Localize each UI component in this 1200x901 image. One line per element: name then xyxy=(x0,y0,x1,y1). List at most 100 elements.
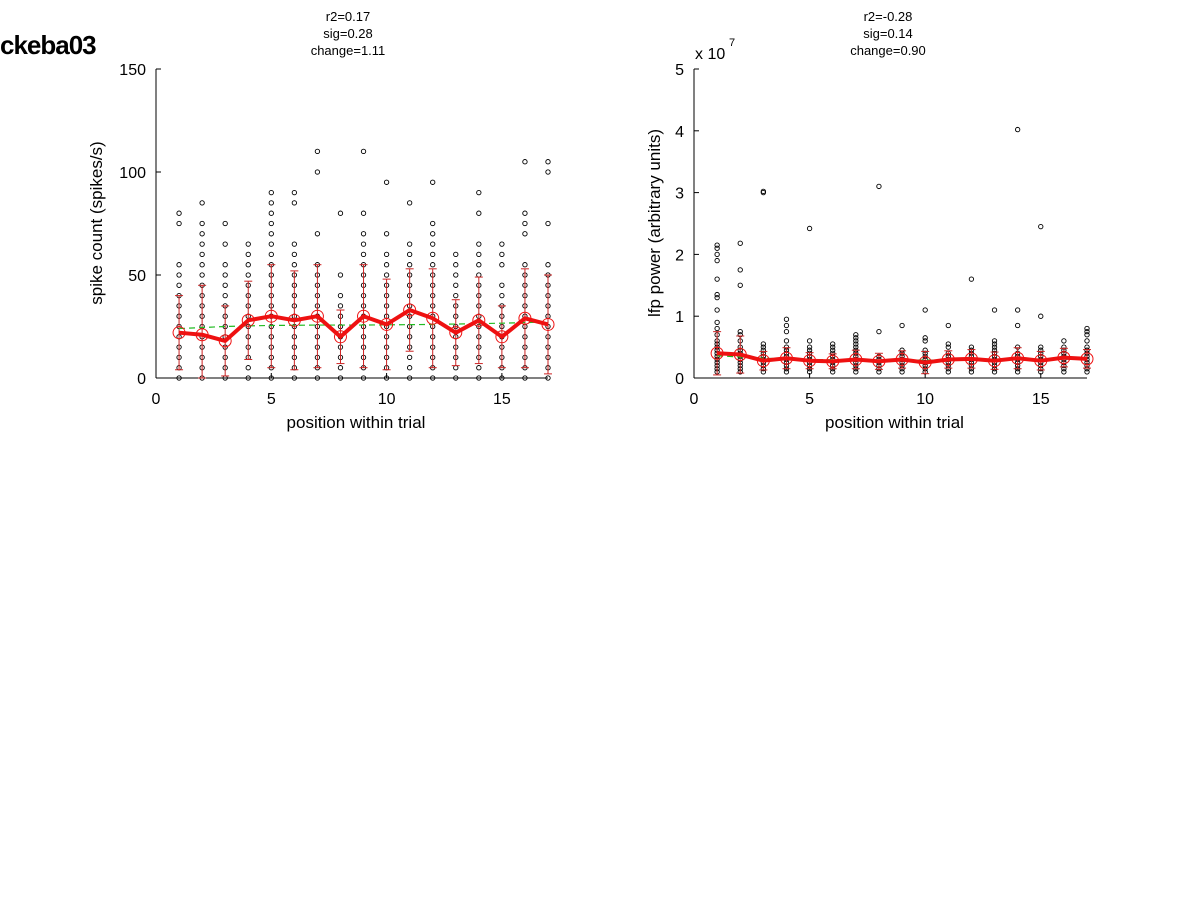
lfp-power-chart: 0 5 10 15 0 1 2 3 4 5 position within trial lfp pow… xyxy=(645,9,1094,432)
mean-line xyxy=(717,351,1088,365)
data-point xyxy=(499,375,505,381)
x-tick-label: 10 xyxy=(378,391,396,408)
data-point xyxy=(222,272,228,278)
y-tick-label: 50 xyxy=(128,268,146,285)
data-point xyxy=(176,375,182,381)
mean-marker xyxy=(1057,351,1071,365)
mean-marker xyxy=(941,352,955,366)
x-tick-label: 15 xyxy=(1032,391,1050,408)
data-point xyxy=(545,159,551,165)
data-point xyxy=(453,272,459,278)
data-point xyxy=(406,375,413,381)
data-point xyxy=(714,319,720,326)
data-point xyxy=(406,200,413,206)
data-point xyxy=(245,241,251,247)
data-point xyxy=(806,369,813,375)
data-point xyxy=(991,307,998,313)
mean-marker xyxy=(287,313,301,327)
data-point xyxy=(783,316,790,322)
data-point xyxy=(1084,332,1090,338)
data-point xyxy=(453,282,459,288)
data-point xyxy=(714,242,720,248)
data-point xyxy=(406,251,413,258)
data-point xyxy=(222,282,228,288)
data-point xyxy=(430,220,436,227)
mean-marker xyxy=(733,348,747,362)
data-point xyxy=(830,347,836,353)
data-point xyxy=(876,183,882,190)
data-point xyxy=(176,210,182,216)
data-point xyxy=(476,241,482,247)
y-tick-label: 2 xyxy=(675,247,684,264)
mean-marker xyxy=(541,317,555,331)
data-point xyxy=(1038,223,1044,230)
data-point xyxy=(876,328,882,335)
data-point xyxy=(476,365,482,371)
data-point xyxy=(291,251,298,258)
mean-marker xyxy=(895,352,909,366)
data-point xyxy=(522,220,528,227)
stat-annotation: r2=0.17 xyxy=(326,9,370,24)
data-point xyxy=(1061,338,1067,344)
data-point xyxy=(945,369,951,375)
data-point xyxy=(1084,344,1090,350)
data-point xyxy=(430,251,436,258)
exponent-label: x 10 xyxy=(695,46,725,63)
stat-annotation: r2=-0.28 xyxy=(864,9,913,24)
data-point xyxy=(245,365,251,371)
data-point xyxy=(268,220,274,227)
data-point xyxy=(453,292,459,299)
y-axis-label: lfp power (arbitrary units) xyxy=(645,129,664,317)
data-point xyxy=(714,251,720,258)
mean-marker xyxy=(264,309,278,323)
stat-annotation: change=0.90 xyxy=(850,43,926,58)
data-point xyxy=(360,375,367,381)
data-point xyxy=(430,375,436,381)
data-point xyxy=(899,322,905,329)
y-tick-label: 3 xyxy=(675,186,684,203)
data-point xyxy=(360,251,367,258)
data-point xyxy=(783,369,790,375)
data-point xyxy=(314,375,321,381)
y-axis-label: spike count (spikes/s) xyxy=(87,141,106,304)
data-point xyxy=(968,344,975,350)
data-point xyxy=(383,375,390,381)
mean-line xyxy=(178,308,549,343)
data-point xyxy=(199,200,205,206)
data-point xyxy=(406,354,413,361)
data-point xyxy=(291,262,298,268)
data-point xyxy=(176,282,182,288)
data-point xyxy=(714,307,720,313)
data-point xyxy=(806,225,813,232)
data-point xyxy=(499,251,505,258)
data-point xyxy=(476,375,482,381)
x-tick-label: 10 xyxy=(916,391,934,408)
mean-marker xyxy=(333,330,347,344)
data-point xyxy=(991,344,998,350)
data-point xyxy=(383,179,390,185)
data-point xyxy=(853,332,859,338)
data-point xyxy=(268,200,274,206)
data-point xyxy=(783,338,790,344)
data-point xyxy=(714,276,720,282)
exponent-power: 7 xyxy=(729,37,735,49)
data-point xyxy=(453,365,459,371)
data-point xyxy=(314,148,321,155)
data-point xyxy=(922,335,928,341)
data-point xyxy=(945,344,951,350)
data-point xyxy=(714,245,720,251)
y-tick-label: 1 xyxy=(675,309,684,326)
data-point xyxy=(830,369,836,375)
data-point xyxy=(337,292,344,299)
data-point xyxy=(1084,338,1090,344)
data-point xyxy=(199,241,205,247)
mean-marker xyxy=(241,313,255,327)
data-point xyxy=(360,231,367,237)
data-point xyxy=(922,338,928,344)
data-point xyxy=(430,231,436,237)
data-point xyxy=(245,272,251,278)
data-point xyxy=(737,240,743,246)
data-point xyxy=(337,303,344,309)
mean-marker xyxy=(449,326,463,340)
data-point xyxy=(291,189,298,196)
